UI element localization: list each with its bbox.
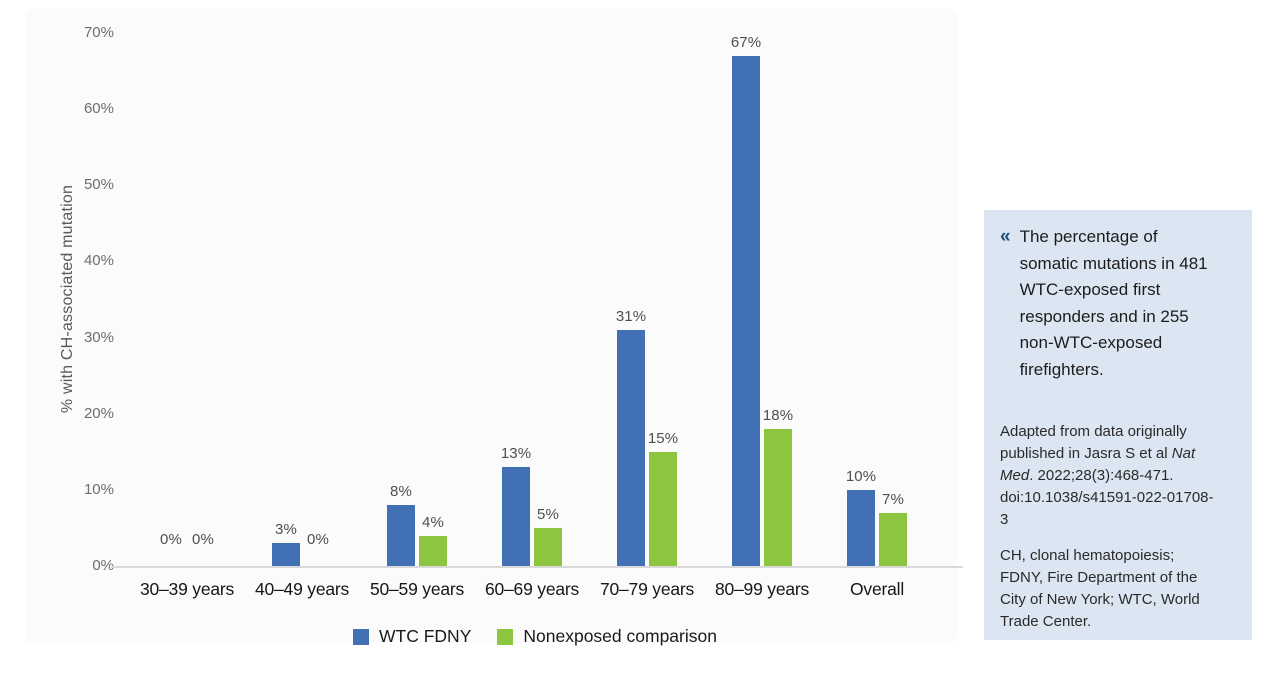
y-axis-tick: 0%: [92, 557, 114, 574]
bar-value-label: 67%: [730, 34, 762, 51]
legend-item: WTC FDNY: [353, 626, 471, 647]
bar-value-label: 0%: [192, 531, 214, 548]
chart-bar: [617, 330, 645, 566]
chart-bar: [847, 490, 875, 566]
y-axis-tick: 10%: [83, 480, 114, 498]
bar-value-label: 13%: [500, 445, 532, 462]
chart-bar: [272, 543, 300, 566]
bar-value-label: 8%: [390, 483, 412, 500]
legend-swatch: [353, 628, 370, 645]
caption-panel: « The percentage of somatic mutations in…: [984, 210, 1252, 640]
chart-legend: WTC FDNY Nonexposed comparison: [115, 626, 955, 647]
y-axis-ticks: 0% 10% 20% 30% 40% 50% 60% 70%: [44, 24, 114, 574]
citation-journal: Nat Med: [1000, 445, 1196, 484]
bar-value-label: 3%: [275, 521, 297, 538]
bar-value-label: 4%: [422, 514, 444, 531]
x-axis-label: 30–39 years: [139, 579, 235, 599]
y-axis-tick: 30%: [83, 328, 114, 346]
y-axis-tick: 70%: [83, 24, 114, 41]
caption-row: « The percentage of somatic mutations in…: [1000, 224, 1236, 383]
x-axis-label: 60–69 years: [484, 579, 580, 599]
y-axis-tick: 40%: [83, 252, 114, 270]
chart-background: [25, 8, 957, 643]
chart-bar: [649, 452, 677, 566]
legend-item: Nonexposed comparison: [497, 626, 717, 647]
citation-post: . 2022;28(3):468-471. doi:10.1038/s41591…: [1000, 467, 1214, 528]
guillemet-marker: «: [1000, 226, 1011, 247]
plot-area: 30–39 years 0% 0% 40–49 years 3% 0% 50–59 year…: [111, 33, 963, 599]
legend-label: Nonexposed comparison: [523, 626, 717, 646]
chart-bar: [764, 429, 792, 566]
y-axis-tick: 60%: [83, 100, 114, 118]
bar-value-label: 7%: [882, 491, 904, 508]
chart-bar: [387, 505, 415, 566]
figure-caption: The percentage of somatic mutations in 4…: [1019, 227, 1208, 379]
citation-text: Adapted from data originally published i…: [1000, 421, 1218, 531]
citation-pre: Adapted from data originally published i…: [1000, 423, 1187, 462]
chart-bar: [732, 56, 760, 566]
x-axis-label: 40–49 years: [254, 579, 350, 599]
y-axis-tick: 20%: [83, 404, 114, 422]
x-axis-label: Overall: [849, 579, 905, 599]
chart-bar: [502, 467, 530, 566]
legend-swatch: [497, 628, 514, 645]
chart-bar: [879, 513, 907, 566]
x-axis-label: 70–79 years: [599, 579, 695, 599]
x-axis-label: 50–59 years: [369, 579, 465, 599]
chart-bar: [419, 536, 447, 566]
bar-value-label: 15%: [647, 430, 679, 447]
chart-bar: [534, 528, 562, 566]
bar-value-label: 18%: [762, 407, 794, 424]
bar-value-label: 5%: [537, 506, 559, 523]
y-axis-tick: 50%: [83, 176, 114, 194]
legend-label: WTC FDNY: [379, 626, 472, 646]
abbreviations-text: CH, clonal hematopoiesis; FDNY, Fire Dep…: [1000, 547, 1200, 630]
bar-value-label: 0%: [307, 531, 329, 548]
bar-value-label: 31%: [615, 308, 647, 325]
x-axis-line: [111, 566, 963, 568]
x-axis-label: 80–99 years: [714, 579, 810, 599]
bar-value-label: 10%: [845, 468, 877, 485]
bar-value-label: 0%: [160, 531, 182, 548]
